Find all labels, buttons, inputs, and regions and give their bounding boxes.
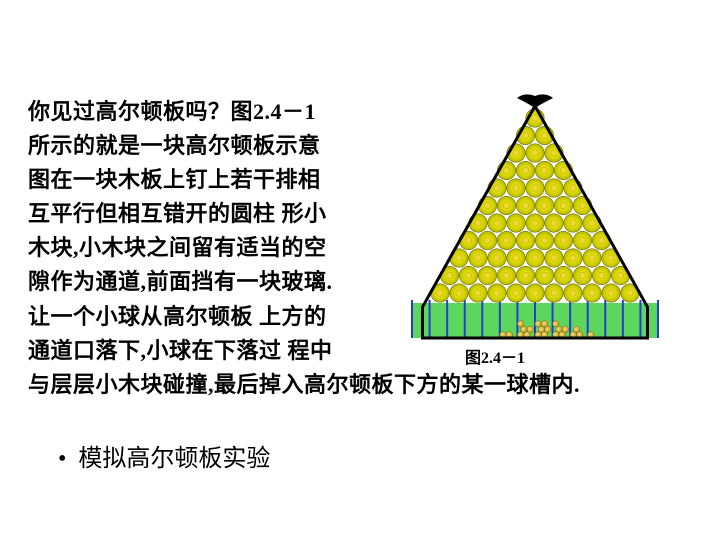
bullet-text: 模拟高尔顿板实验 [78,446,270,472]
bullet-item: • 模拟高尔顿板实验 [58,438,270,473]
figure-caption: 图2.4－1 [465,344,525,368]
paragraph-line: 与层层小木块碰撞,最后掉入高尔顿板下方的某一球槽内. [28,368,692,402]
bullet-marker: • [58,446,66,472]
galton-board-figure [385,90,685,340]
